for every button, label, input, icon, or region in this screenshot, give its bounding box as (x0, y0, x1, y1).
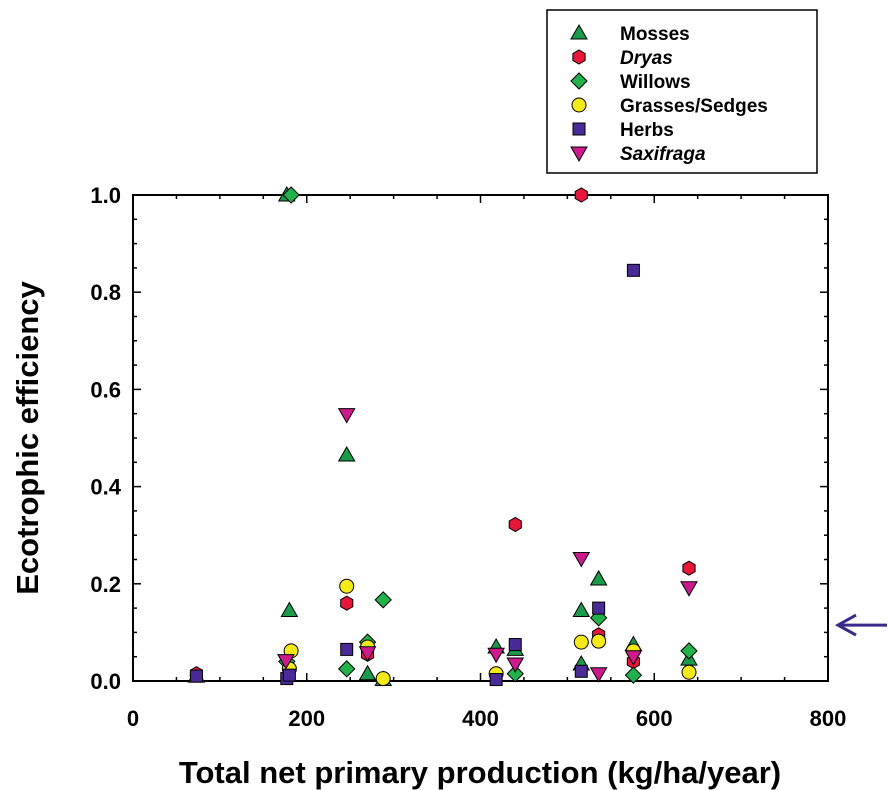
saxifraga-point (572, 552, 591, 568)
herbs-point (282, 668, 296, 682)
dryas-point (574, 187, 588, 203)
y-tick-label: 0.6 (90, 377, 121, 402)
willows-point (624, 666, 643, 684)
herbs-point (626, 263, 640, 277)
grasses-sedges-point (375, 671, 391, 687)
x-axis-title: Total net primary production (kg/ha/year… (179, 755, 781, 790)
x-tick-label: 0 (127, 706, 139, 731)
herbs-point (489, 673, 503, 687)
legend-marker-dryas (572, 49, 586, 65)
legend: Mosses Dryas Willows Grasses/Sedges Herbs Sax… (546, 9, 818, 174)
saxifraga-point (337, 408, 356, 424)
dryas-point (682, 560, 696, 576)
legend-marker-willows (570, 72, 588, 90)
y-tick-label: 0.8 (90, 280, 121, 305)
y-tick-label: 0.0 (90, 669, 121, 694)
mosses-point (337, 446, 356, 462)
saxifraga-point (277, 654, 295, 670)
herbs-point (592, 601, 606, 615)
willows-point (338, 660, 356, 678)
y-axis: 0.0 0.2 0.4 0.6 0.8 1.0 (90, 183, 828, 694)
plot-frame (132, 194, 829, 682)
grasses-sedges-point (681, 664, 697, 680)
herbs-point (189, 669, 203, 683)
dryas-point (508, 516, 522, 533)
mosses-point (589, 569, 608, 586)
data-points (187, 185, 698, 687)
grasses-sedges-point (573, 634, 589, 650)
legend-label-herbs: Herbs (620, 120, 674, 141)
y-tick-label: 0.4 (90, 475, 121, 500)
willows-point (680, 642, 698, 660)
mosses-point (280, 601, 299, 618)
x-tick-label: 800 (810, 706, 847, 731)
legend-marker-saxifraga (570, 146, 588, 163)
saxifraga-point (680, 581, 698, 597)
herbs-point (340, 642, 354, 656)
arrow-head (834, 613, 857, 637)
willows-point (374, 591, 392, 609)
legend-label-willows: Willows (620, 72, 691, 93)
legend-label-mosses: Mosses (620, 24, 690, 45)
legend-marker-mosses (570, 23, 588, 40)
reference-arrow (834, 613, 887, 637)
legend-box (546, 9, 818, 174)
grasses-sedges-point (591, 633, 607, 649)
dryas-point (340, 595, 354, 611)
x-tick-label: 400 (462, 706, 499, 731)
saxifraga-point (506, 657, 525, 673)
saxifraga-point (358, 646, 377, 662)
saxifraga-point (589, 667, 608, 683)
legend-label-dryas: Dryas (620, 48, 673, 69)
y-tick-label: 0.2 (90, 572, 121, 597)
mosses-point (358, 664, 377, 681)
mosses-point (572, 601, 591, 618)
plot-area (132, 194, 829, 682)
saxifraga-point (624, 650, 643, 666)
saxifraga-point (487, 647, 505, 664)
legend-label-grasses-sedges: Grasses/Sedges (620, 96, 768, 117)
willows-point (506, 665, 524, 683)
y-axis-title: Ecotrophic efficiency (10, 280, 45, 594)
grasses-sedges-point (339, 578, 355, 594)
legend-label-saxifraga: Saxifraga (620, 144, 706, 165)
legend-marker-herbs (572, 122, 586, 136)
y-tick-label: 1.0 (90, 183, 121, 208)
legend-marker-grasses-sedges (571, 97, 587, 113)
herbs-point (508, 638, 522, 652)
herbs-point (574, 664, 588, 678)
x-axis: 0 200 400 600 800 (127, 195, 846, 731)
x-tick-label: 600 (636, 706, 673, 731)
willows-point (282, 186, 300, 204)
x-tick-label: 200 (288, 706, 325, 731)
